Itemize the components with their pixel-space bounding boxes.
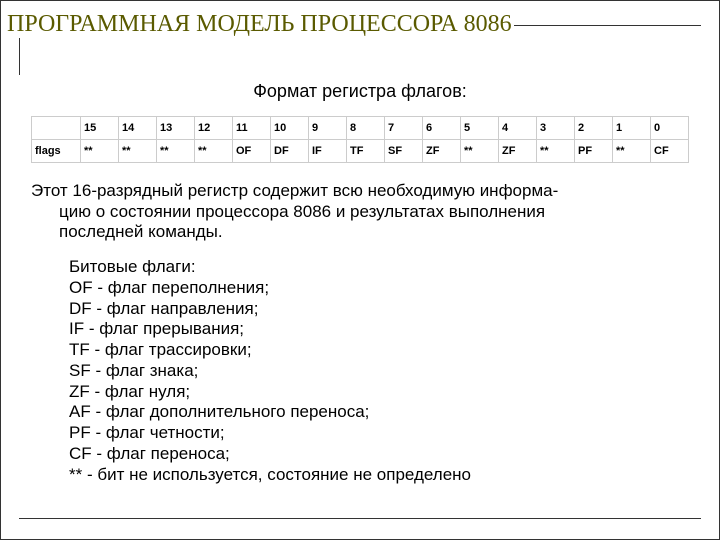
table-cell: 13 <box>157 117 195 140</box>
page-title: ПРОГРАММНАЯ МОДЕЛЬ ПРОЦЕССОРА 8086 <box>5 11 514 38</box>
table-cell: DF <box>271 140 309 163</box>
table-cell: 6 <box>423 117 461 140</box>
flags-register-table: 15 14 13 12 11 10 9 8 7 6 5 4 3 2 1 0 fl… <box>31 116 689 163</box>
table-cell: PF <box>575 140 613 163</box>
table-cell: OF <box>233 140 271 163</box>
table-cell <box>32 117 81 140</box>
flag-item: ** - бит не используется, состояние не о… <box>69 465 689 486</box>
flags-title: Битовые флаги: <box>69 257 689 278</box>
table-row: 15 14 13 12 11 10 9 8 7 6 5 4 3 2 1 0 <box>32 117 689 140</box>
table-cell: ** <box>613 140 651 163</box>
table-cell: ** <box>157 140 195 163</box>
table-cell: CF <box>651 140 689 163</box>
table-cell: IF <box>309 140 347 163</box>
flag-item: ZF - флаг нуля; <box>69 382 689 403</box>
table-cell: 3 <box>537 117 575 140</box>
table-cell: 9 <box>309 117 347 140</box>
table-cell: 5 <box>461 117 499 140</box>
table-cell: 15 <box>81 117 119 140</box>
table-cell: flags <box>32 140 81 163</box>
para-line: цию о состоянии процессора 8086 и резуль… <box>31 202 689 223</box>
subtitle: Формат регистра флагов: <box>1 81 719 102</box>
table-cell: 2 <box>575 117 613 140</box>
table-cell: ** <box>119 140 157 163</box>
table-cell: SF <box>385 140 423 163</box>
table-cell: ** <box>195 140 233 163</box>
flag-item: AF - флаг дополнительного переноса; <box>69 402 689 423</box>
content-body: Этот 16-разрядный регистр содержит всю н… <box>31 181 689 485</box>
table-cell: 14 <box>119 117 157 140</box>
table-cell: TF <box>347 140 385 163</box>
table-cell: ** <box>537 140 575 163</box>
table-cell: ZF <box>423 140 461 163</box>
table-cell: 0 <box>651 117 689 140</box>
flag-item: CF - флаг переноса; <box>69 444 689 465</box>
flag-item: SF - флаг знака; <box>69 361 689 382</box>
table-cell: 4 <box>499 117 537 140</box>
table-cell: 1 <box>613 117 651 140</box>
flag-item: DF - флаг направления; <box>69 299 689 320</box>
table-row: flags ** ** ** ** OF DF IF TF SF ZF ** Z… <box>32 140 689 163</box>
para-line: Этот 16-разрядный регистр содержит всю н… <box>31 181 558 200</box>
flag-item: OF - флаг переполнения; <box>69 278 689 299</box>
footer-underline <box>19 518 701 519</box>
table-cell: 8 <box>347 117 385 140</box>
description-paragraph: Этот 16-разрядный регистр содержит всю н… <box>31 181 689 243</box>
table-cell: ** <box>81 140 119 163</box>
table-cell: 10 <box>271 117 309 140</box>
table-cell: 7 <box>385 117 423 140</box>
para-line: последней команды. <box>31 222 689 243</box>
table-cell: ** <box>461 140 499 163</box>
table-cell: 11 <box>233 117 271 140</box>
flags-list-block: Битовые флаги: OF - флаг переполнения; D… <box>31 257 689 485</box>
flag-item: IF - флаг прерывания; <box>69 319 689 340</box>
flag-item: TF - флаг трассировки; <box>69 340 689 361</box>
flag-item: PF - флаг четности; <box>69 423 689 444</box>
table-cell: 12 <box>195 117 233 140</box>
table-cell: ZF <box>499 140 537 163</box>
